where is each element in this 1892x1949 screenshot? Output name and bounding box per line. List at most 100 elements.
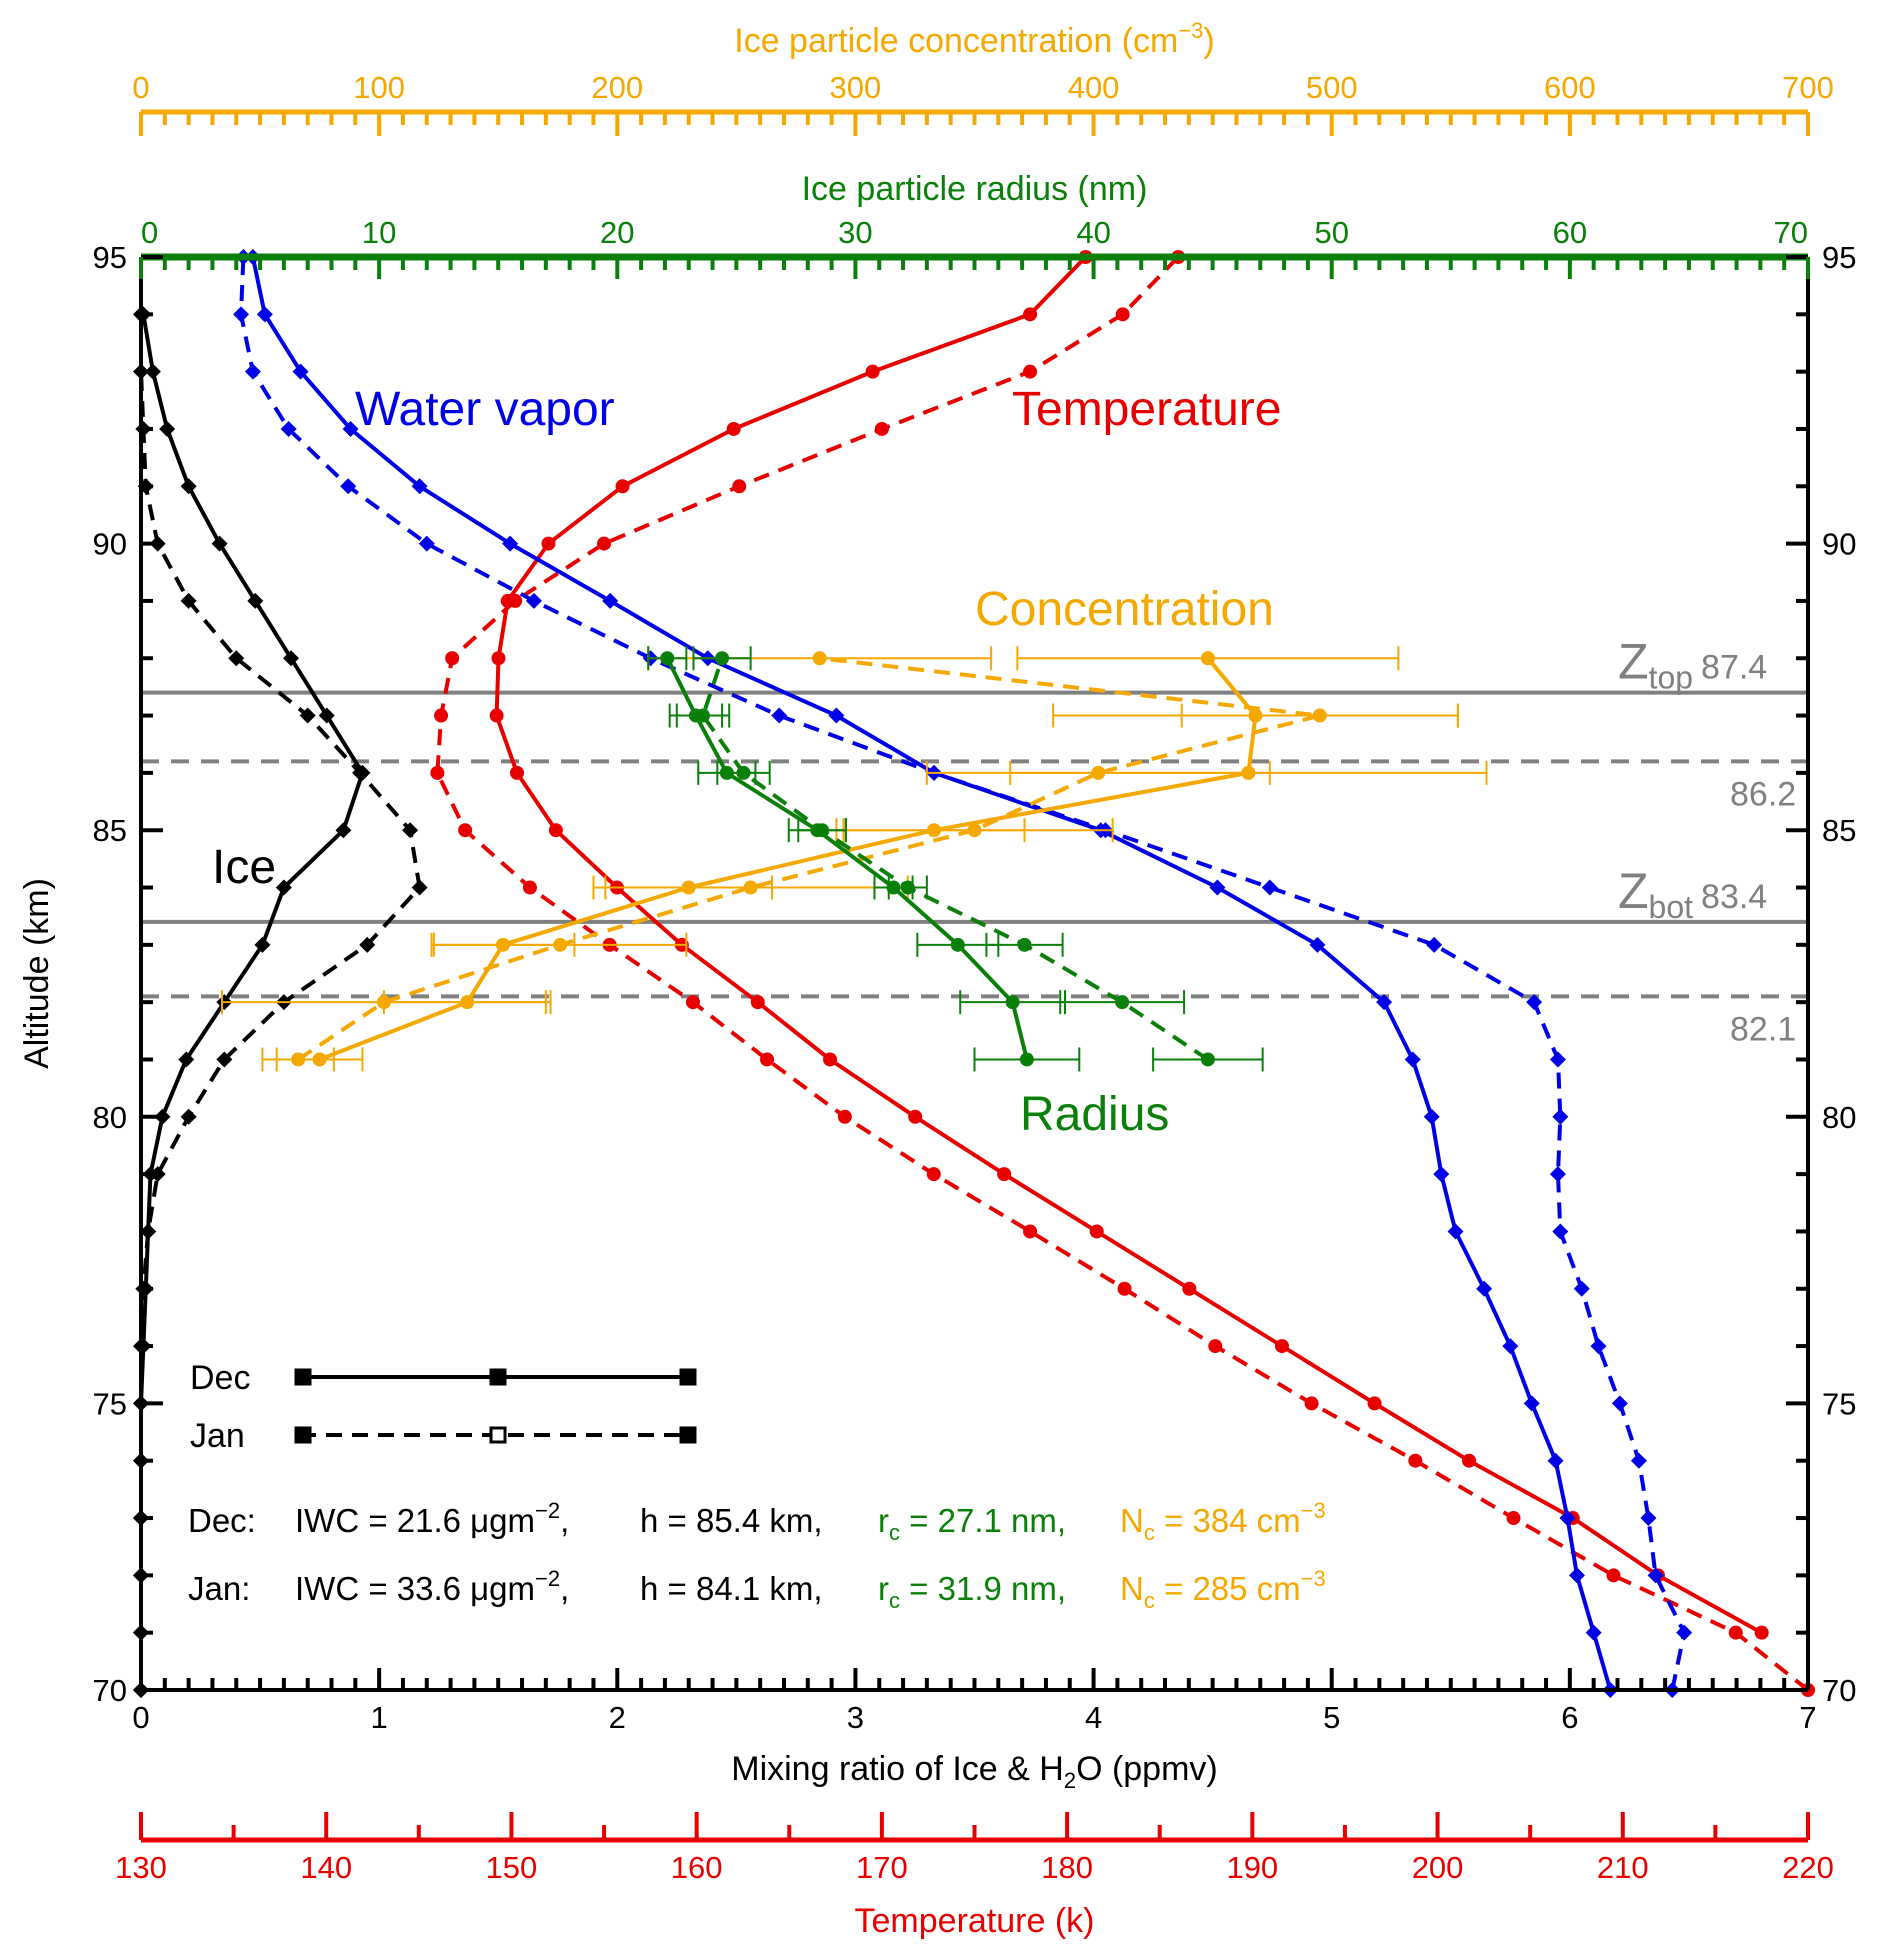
water-vapor-dec-point (1585, 1624, 1602, 1641)
temperature-dec-point (1023, 307, 1038, 322)
temperature-jan-point (1023, 1224, 1038, 1239)
water-vapor-jan-point (1590, 1338, 1607, 1355)
temperature-jan-point (760, 1052, 775, 1067)
water-vapor-dec-point (411, 478, 428, 495)
bottom-tick-label: 0 (132, 1700, 149, 1735)
water-vapor-jan-point (1426, 936, 1443, 953)
temperature-dec-point (823, 1052, 838, 1067)
water-vapor-jan-point (771, 707, 788, 724)
temperature-dec-point (1182, 1281, 1197, 1296)
concentration-dec-point (1248, 708, 1263, 723)
ice-dec-point (254, 936, 271, 953)
radius-tick-label: 0 (141, 215, 158, 250)
temperature-tick-label: 130 (115, 1850, 167, 1885)
radius-dec-point (886, 880, 901, 895)
ice-dec-point (283, 650, 300, 667)
concentration-dec-point (1200, 651, 1215, 666)
ice-dec-point (354, 764, 371, 781)
radius-jan-point (1017, 937, 1032, 952)
temperature-label: Temperature (1012, 383, 1281, 436)
bottom-tick-label: 6 (1561, 1700, 1578, 1735)
concentration-tick-label: 100 (353, 70, 405, 105)
left-tick-label: 80 (93, 1100, 127, 1135)
legend-label-dec: Dec (190, 1359, 250, 1397)
water-vapor-jan-point (418, 535, 435, 552)
radius-dec-point (950, 937, 965, 952)
concentration-tick-label: 400 (1068, 70, 1120, 105)
annotation-iwc: IWC = 21.6 μgm−2, (295, 1498, 569, 1539)
reference-label-87.4: Ztop 87.4 (1618, 634, 1767, 696)
annotation-height: h = 84.1 km, (640, 1570, 823, 1607)
concentration-dec-point (495, 937, 510, 952)
ice-jan-point (299, 707, 316, 724)
ice-jan-point (359, 936, 376, 953)
concentration-dec-point (1241, 765, 1256, 780)
water-vapor-jan-point (340, 478, 357, 495)
annotation-iwc: IWC = 33.6 μgm−2, (295, 1566, 569, 1607)
water-vapor-jan-point (525, 592, 542, 609)
axes (139, 109, 1810, 1843)
radius-jan-line (701, 657, 1210, 1062)
reference-label-83.4: Zbot 83.4 (1618, 863, 1767, 925)
temperature-dec-point (1089, 1224, 1104, 1239)
temperature-jan-point (732, 479, 747, 494)
annotation-radius: rc = 31.9 nm, (878, 1570, 1066, 1613)
ice-dec-point (318, 707, 335, 724)
ice-jan-point (402, 822, 419, 839)
radius-dec-line (665, 657, 1029, 1060)
ice-label: Ice (212, 841, 276, 894)
radius-label: Radius (1020, 1088, 1169, 1141)
concentration-tick-label: 200 (591, 70, 643, 105)
right-tick-label: 95 (1822, 240, 1856, 275)
legend-marker (679, 1426, 697, 1444)
water-vapor-dec-point (1476, 1280, 1493, 1297)
ice-dec-point (211, 535, 228, 552)
concentration-tick-label: 600 (1544, 70, 1596, 105)
radius-jan-point (1200, 1052, 1215, 1067)
temperature-axis-title: Temperature (k) (855, 1902, 1095, 1940)
water-vapor-label: Water vapor (355, 383, 615, 436)
water-vapor-jan-point (1676, 1624, 1693, 1641)
temperature-dec-point (726, 421, 741, 436)
bottom-tick-label: 7 (1799, 1700, 1816, 1735)
ice-dec-point (180, 478, 197, 495)
temperature-jan-point (874, 421, 889, 436)
altitude-axis-title: Altitude (km) (18, 878, 56, 1069)
radius-dec-point (810, 823, 825, 838)
water-vapor-jan-line (239, 256, 1687, 1691)
water-vapor-jan-point (1549, 1166, 1566, 1183)
water-vapor-dec-point (1447, 1223, 1464, 1240)
concentration-dec-point (312, 1052, 327, 1067)
ice-jan-point (411, 879, 428, 896)
annotation-radius: rc = 27.1 nm, (878, 1502, 1066, 1545)
reference-lines: Ztop 87.4 86.2 Zbot 83.4 82.1 (141, 634, 1808, 1048)
temperature-dec-point (548, 823, 563, 838)
temperature-jan-line (435, 255, 1810, 1692)
water-vapor-dec-point (1433, 1166, 1450, 1183)
water-vapor-dec-point (1559, 1510, 1576, 1527)
legend-marker (489, 1426, 507, 1444)
water-vapor-dec-point (602, 592, 619, 609)
right-tick-label: 70 (1822, 1673, 1856, 1708)
water-vapor-dec-point (1209, 879, 1226, 896)
water-vapor-jan-point (1573, 1280, 1590, 1297)
temperature-jan-point (445, 651, 460, 666)
concentration-axis-title: Ice particle concentration (cm−3) (734, 18, 1215, 60)
temperature-tick-label: 160 (671, 1850, 723, 1885)
temperature-dec-point (908, 1109, 923, 1124)
legend-marker (679, 1368, 697, 1386)
temperature-tick-label: 190 (1226, 1850, 1278, 1885)
legend-marker (294, 1426, 312, 1444)
temperature-dec-point (1462, 1453, 1477, 1468)
water-vapor-dec-point (1523, 1395, 1540, 1412)
concentration-tick-label: 0 (132, 70, 149, 105)
water-vapor-dec-point (1502, 1338, 1519, 1355)
annotation-month: Jan: (188, 1570, 250, 1607)
temperature-dec-point (865, 364, 880, 379)
concentration-tick-label: 500 (1306, 70, 1358, 105)
temperature-dec-point (1274, 1339, 1289, 1354)
bottom-tick-label: 3 (847, 1700, 864, 1735)
radius-tick-label: 20 (600, 215, 634, 250)
